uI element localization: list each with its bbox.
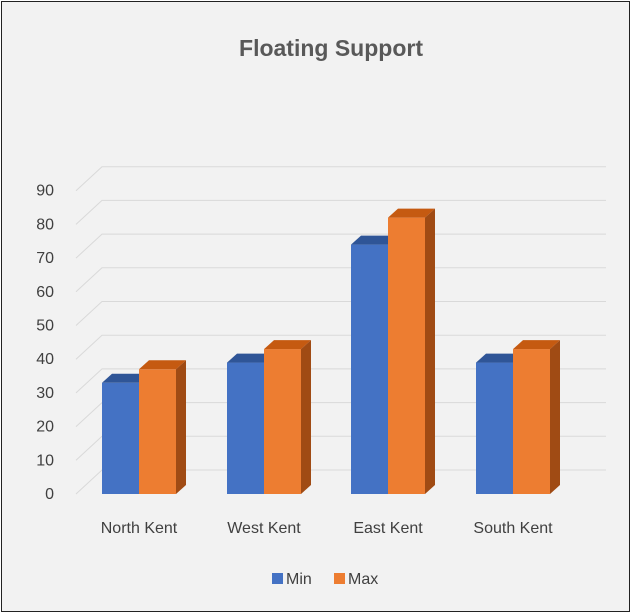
y-tick-label: 20 xyxy=(36,419,54,436)
y-axis-ticks: 0 10 20 30 40 50 60 70 80 90 xyxy=(36,183,54,503)
legend: Min Max xyxy=(272,571,378,588)
gridline xyxy=(75,334,606,360)
y-tick-label: 0 xyxy=(45,486,54,503)
gridline xyxy=(75,368,606,394)
bar-top xyxy=(264,340,311,350)
bar-max-west-kent xyxy=(264,340,311,494)
y-tick-label: 90 xyxy=(36,183,54,200)
legend-label-min: Min xyxy=(286,571,312,588)
gridlines xyxy=(75,166,606,495)
bar-front xyxy=(476,362,513,494)
bar-side xyxy=(301,340,311,494)
gridline xyxy=(75,233,606,259)
bar-top xyxy=(351,235,398,245)
bar-front xyxy=(388,217,425,494)
x-category-label: East Kent xyxy=(353,520,423,537)
bar-front xyxy=(139,369,176,494)
bars xyxy=(102,208,560,494)
bar-max-south-kent xyxy=(513,340,560,494)
bar-front xyxy=(513,349,550,494)
bar-top xyxy=(102,373,149,383)
gridline xyxy=(75,267,606,293)
y-tick-label: 70 xyxy=(36,250,54,267)
bar-side xyxy=(425,208,435,494)
bar-front xyxy=(264,349,301,494)
legend-label-max: Max xyxy=(348,571,378,588)
y-tick-label: 50 xyxy=(36,318,54,335)
y-tick-label: 30 xyxy=(36,385,54,402)
bar-top xyxy=(388,208,435,218)
bar-top xyxy=(139,360,186,370)
bar-front xyxy=(102,382,139,494)
x-category-label: North Kent xyxy=(101,520,178,537)
y-tick-label: 60 xyxy=(36,284,54,301)
bar-max-north-kent xyxy=(139,360,186,494)
bar-max-east-kent xyxy=(388,208,435,494)
gridline xyxy=(75,301,606,326)
gridline xyxy=(75,166,606,192)
x-category-label: West Kent xyxy=(227,520,301,537)
bar-front xyxy=(351,244,388,494)
bar-front xyxy=(227,362,264,494)
bar-top xyxy=(227,353,274,363)
y-tick-label: 40 xyxy=(36,351,54,368)
gridline xyxy=(75,199,606,225)
y-tick-label: 80 xyxy=(36,216,54,233)
chart-title: Floating Support xyxy=(239,35,423,61)
bar-side xyxy=(176,360,186,494)
x-category-label: South Kent xyxy=(473,520,553,537)
bar-top xyxy=(513,340,560,350)
x-axis-categories: North Kent West Kent East Kent South Kent xyxy=(101,520,553,537)
bar-side xyxy=(550,340,560,494)
legend-swatch-min xyxy=(272,573,283,584)
legend-swatch-max xyxy=(334,573,345,584)
bar-top xyxy=(476,353,523,363)
y-tick-label: 10 xyxy=(36,452,54,469)
